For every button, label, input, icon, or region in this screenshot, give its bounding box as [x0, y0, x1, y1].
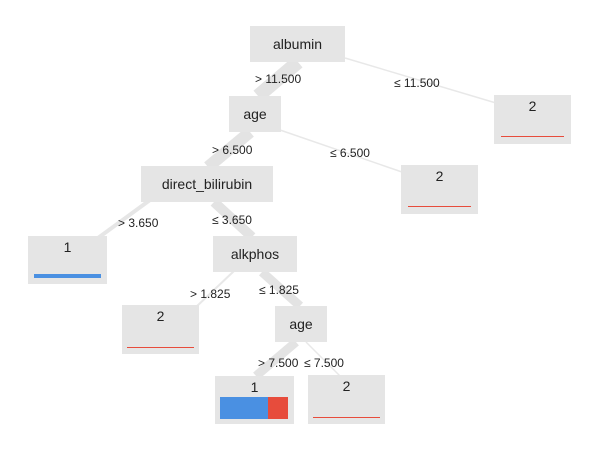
edge-bilirubin-to-leaf [96, 198, 152, 240]
bar-segment-class-2 [501, 136, 564, 137]
leaf-class-label: 2 [156, 308, 165, 324]
edge-alkphos-to-leaf [195, 270, 235, 308]
split-label: age [243, 106, 267, 122]
split-label: albumin [272, 36, 323, 52]
split-node-age-bottom: age [275, 306, 327, 342]
leaf-distribution-bar [408, 206, 471, 207]
leaf-age-bottom-le: 2 [308, 375, 385, 424]
edge-label-albumin-le: ≤ 11.500 [394, 76, 440, 90]
edge-alkphos-to-age [258, 268, 304, 310]
edge-label-age-top-le: ≤ 6.500 [330, 146, 370, 160]
leaf-class-label: 1 [63, 239, 72, 255]
edge-albumin-to-leaf [344, 57, 497, 104]
split-node-alkphos: alkphos [213, 236, 297, 272]
leaf-class-label: 2 [528, 98, 537, 114]
bar-segment-class-2 [408, 206, 471, 207]
split-label: age [289, 316, 313, 332]
bar-segment-class-2 [267, 397, 288, 419]
leaf-alkphos-gt: 2 [122, 305, 199, 354]
edge-label-alkphos-le: ≤ 1.825 [259, 283, 299, 297]
split-node-direct-bilirubin: direct_bilirubin [141, 166, 273, 202]
edge-age-to-bilirubin [204, 127, 254, 172]
leaf-distribution-bar [34, 274, 101, 278]
leaf-distribution-bar [313, 417, 380, 418]
leaf-distribution-bar [501, 136, 564, 137]
edge-age-to-leaf-2 [305, 341, 341, 377]
leaf-class-label: 2 [435, 168, 444, 184]
split-node-age-top: age [229, 96, 281, 132]
bar-segment-class-1 [220, 397, 268, 419]
leaf-age-top-le: 2 [401, 165, 478, 214]
leaf-distribution-bar [220, 397, 288, 419]
leaf-bilirubin-gt: 1 [28, 236, 107, 284]
leaf-age-bottom-gt: 1 [215, 376, 294, 424]
leaf-albumin-le: 2 [494, 95, 571, 144]
edge-label-age-bottom-gt: > 7.500 [258, 356, 299, 370]
edge-age-to-leaf [279, 129, 403, 173]
bar-segment-class-2 [313, 417, 380, 418]
split-label: alkphos [230, 246, 280, 262]
edge-label-bilirubin-le: ≤ 3.650 [212, 213, 252, 227]
leaf-class-label: 2 [342, 378, 351, 394]
leaf-class-label: 1 [250, 379, 259, 395]
bar-segment-class-1 [34, 274, 101, 278]
bar-segment-class-2 [127, 347, 194, 348]
edge-bilirubin-to-alkphos [210, 198, 256, 241]
edge-age-to-leaf-1 [253, 338, 299, 380]
edge-albumin-to-age [253, 56, 303, 102]
edge-label-age-bottom-le: ≤ 7.500 [304, 356, 344, 370]
edge-label-age-top-gt: > 6.500 [212, 143, 253, 157]
split-label: direct_bilirubin [161, 176, 253, 192]
edge-label-albumin-gt: > 11.500 [255, 72, 302, 86]
edge-label-bilirubin-gt: > 3.650 [118, 216, 159, 230]
leaf-distribution-bar [127, 347, 194, 348]
split-node-albumin: albumin [250, 26, 345, 62]
edge-label-alkphos-gt: > 1.825 [190, 287, 231, 301]
